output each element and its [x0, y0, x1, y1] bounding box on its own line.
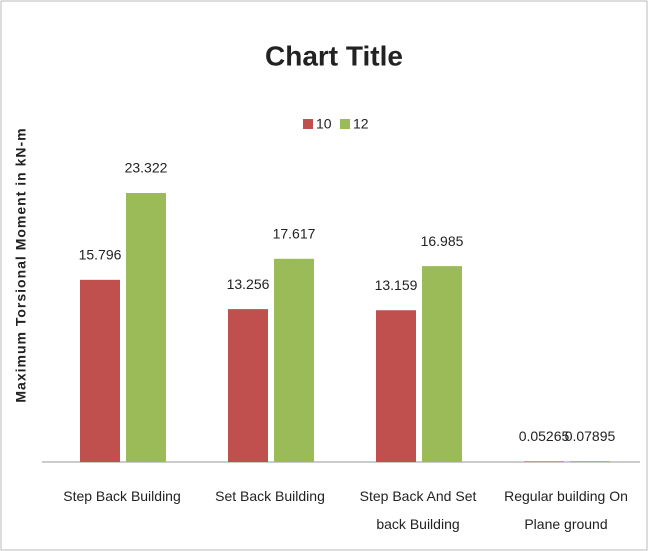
bar: [524, 461, 564, 462]
bar: [126, 193, 166, 463]
legend-label: 10: [316, 116, 332, 132]
bar: [228, 309, 268, 462]
bar: [570, 461, 610, 462]
x-tick-label: Step Back And Set back Building: [359, 488, 477, 532]
chart-title: Chart Title: [265, 40, 403, 71]
bar: [376, 310, 416, 462]
y-axis-label: Maximum Torsional Moment in kN-m: [13, 127, 29, 402]
legend-label: 12: [353, 116, 369, 132]
data-label: 15.796: [79, 247, 122, 263]
data-label: 0.07895: [565, 428, 616, 444]
data-label: 13.256: [227, 276, 270, 292]
bar: [274, 258, 314, 462]
bar: [422, 266, 462, 462]
x-tick-label: Step Back Building: [63, 488, 181, 504]
data-label: 23.322: [125, 160, 168, 176]
data-label: 0.05265: [519, 428, 570, 444]
data-label: 16.985: [421, 233, 464, 249]
x-tick-label: Set Back Building: [215, 488, 325, 504]
data-label: 13.159: [375, 277, 418, 293]
data-label: 17.617: [273, 226, 316, 242]
bar: [80, 279, 120, 462]
x-tick-label: Regular building On Plane ground: [504, 488, 628, 532]
legend-swatch: [340, 119, 350, 129]
legend-swatch: [303, 119, 313, 129]
